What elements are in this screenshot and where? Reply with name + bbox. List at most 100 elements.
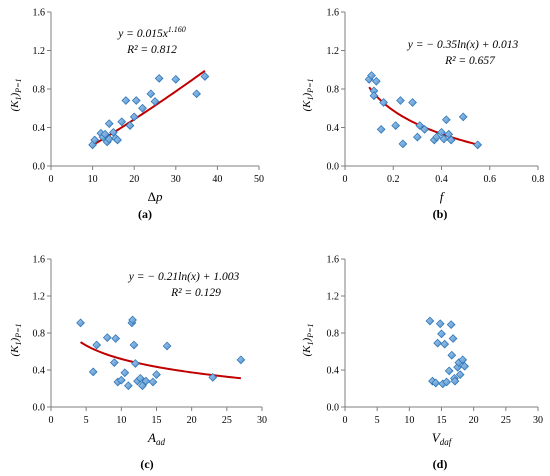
x-axis-label: Aad <box>147 430 165 447</box>
data-point <box>458 112 468 122</box>
panel-label: (a) <box>138 207 152 221</box>
x-tick-label: 10 <box>116 415 126 426</box>
data-point <box>448 334 458 343</box>
data-point <box>437 329 446 339</box>
y-tick-label: 1.6 <box>327 8 340 19</box>
data-point <box>379 98 388 107</box>
y-tick-label: 0.8 <box>33 85 46 96</box>
data-point <box>415 121 425 130</box>
y-tick-label: 0.0 <box>33 162 46 173</box>
data-point <box>162 341 172 351</box>
data-point <box>76 318 85 328</box>
data-point <box>447 350 457 360</box>
y-tick-label: 0.4 <box>33 366 46 377</box>
data-point <box>125 121 135 130</box>
y-tick-label: 0.8 <box>327 329 340 340</box>
y-tick-label: 0.0 <box>327 162 340 173</box>
x-tick-label: 30 <box>533 415 543 426</box>
x-tick-label: 30 <box>171 174 181 185</box>
panel-label: (d) <box>433 457 448 471</box>
x-tick-label: 20 <box>187 415 197 426</box>
data-point <box>444 366 454 376</box>
data-point <box>100 129 110 139</box>
data-point <box>88 367 98 377</box>
data-point <box>367 71 376 80</box>
data-point <box>109 358 119 367</box>
x-tick-label: 10 <box>404 415 414 426</box>
data-point <box>131 96 141 105</box>
panel-label: (b) <box>433 207 448 221</box>
data-point <box>446 135 456 145</box>
data-point <box>208 373 218 382</box>
data-point <box>154 74 164 83</box>
data-point <box>150 97 160 106</box>
data-point <box>104 119 114 129</box>
data-point <box>92 340 102 350</box>
data-point <box>391 121 401 130</box>
x-tick-label: 20 <box>469 415 479 426</box>
y-tick-label: 0.0 <box>327 403 340 414</box>
x-tick-label: 0.6 <box>484 174 497 185</box>
r-squared-label: R² = 0.657 <box>444 55 496 67</box>
data-point <box>141 376 151 386</box>
data-point <box>425 316 435 326</box>
x-tick-label: 5 <box>375 415 380 426</box>
y-tick-label: 1.2 <box>33 46 46 57</box>
data-point <box>446 320 456 330</box>
y-tick-label: 0.8 <box>327 85 340 96</box>
data-point <box>442 377 452 387</box>
data-point <box>121 96 131 105</box>
r-squared-label: R² = 0.129 <box>170 287 221 299</box>
y-tick-label: 0.4 <box>327 366 340 377</box>
x-tick-label: 25 <box>501 415 511 426</box>
y-tick-label: 1.6 <box>327 255 340 266</box>
x-tick-label: 0.8 <box>532 174 545 185</box>
y-tick-label: 1.2 <box>327 292 340 303</box>
x-tick-label: 0 <box>343 415 348 426</box>
data-point <box>398 139 408 149</box>
x-axis-label: Δp <box>148 189 163 204</box>
panel-label: (c) <box>140 457 153 471</box>
data-point <box>413 132 422 142</box>
x-tick-label: 50 <box>254 174 264 185</box>
chart-panel-d: 0.0 0.4 0.8 1.2 1.6 0 5 10 15 20 25 30 Vdaf (K1)P=1 (d… <box>301 255 543 472</box>
trendline <box>92 69 206 146</box>
data-point <box>200 72 210 81</box>
data-point <box>192 89 201 99</box>
y-tick-label: 1.2 <box>33 292 46 303</box>
data-point <box>435 319 445 329</box>
x-tick-label: 30 <box>257 415 267 426</box>
y-tick-label: 0.4 <box>327 123 340 134</box>
y-tick-label: 1.6 <box>33 255 46 266</box>
y-axis-label: (K1)P=1 <box>301 79 315 112</box>
data-point <box>431 378 441 388</box>
y-tick-label: 0.4 <box>33 123 46 134</box>
data-point <box>455 370 465 379</box>
data-point <box>441 115 451 125</box>
x-tick-label: 40 <box>212 174 222 185</box>
data-point <box>102 333 112 342</box>
data-point <box>129 340 139 350</box>
r-squared-label: R² = 0.812 <box>126 44 177 56</box>
data-point <box>117 117 127 127</box>
data-point <box>124 381 133 391</box>
chart-panel-b: 0.0 0.4 0.8 1.2 1.6 0 0.2 0.4 0.6 0.8 f (K1)P=1 y = … <box>301 8 544 222</box>
data-point <box>236 355 246 365</box>
data-point <box>473 140 483 150</box>
x-tick-label: 15 <box>437 415 447 426</box>
fit-equation: y = − 0.21ln(x) + 1.003 <box>128 271 240 283</box>
x-tick-label: 15 <box>152 415 162 426</box>
data-point <box>138 103 147 113</box>
data-point <box>458 355 468 365</box>
x-tick-label: 20 <box>129 174 139 185</box>
y-tick-label: 1.6 <box>33 8 46 19</box>
data-point <box>148 377 158 387</box>
y-tick-label: 0.8 <box>33 329 46 340</box>
y-tick-label: 0.0 <box>33 403 46 414</box>
x-tick-label: 0 <box>343 174 348 185</box>
data-point <box>439 134 449 144</box>
x-tick-label: 0.4 <box>435 174 448 185</box>
chart-panel-a: 0.0 0.4 0.8 1.2 1.6 0 10 20 30 40 50 Δp (K1)P=1 y = 0… <box>9 8 264 222</box>
data-point <box>369 91 379 101</box>
fit-equation: y = − 0.35ln(x) + 0.013 <box>407 39 519 51</box>
